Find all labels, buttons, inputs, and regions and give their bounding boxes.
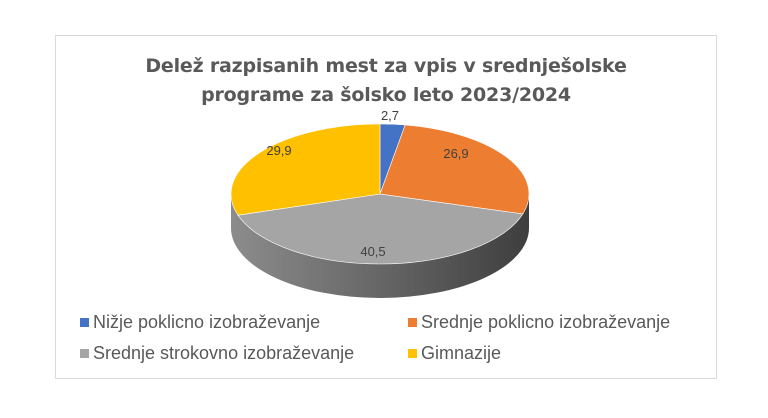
pie-data-labels: 2,7 26,9 40,5 29,9 <box>266 108 468 259</box>
legend-label: Srednje poklicno izobraževanje <box>421 312 671 332</box>
legend-item-gimnazije: Gimnazije <box>408 343 501 364</box>
slice-srednje-strokovno <box>237 193 524 265</box>
chart-title-line-2: programe za šolsko leto 2023/2024 <box>201 84 571 106</box>
legend-label: Srednje strokovno izobraževanje <box>93 343 355 363</box>
chart-title: Delež razpisanih mest za vpis v srednješ… <box>55 52 717 110</box>
pie-slices <box>230 123 530 298</box>
legend-label: Gimnazije <box>421 343 502 363</box>
pie-side-wall <box>231 194 529 298</box>
legend-item-srednje-poklicno: Srednje poklicno izobraževanje <box>408 312 670 333</box>
slice-srednje-poklicno <box>379 124 530 215</box>
legend-swatch-icon <box>408 349 417 358</box>
legend-swatch-icon <box>80 318 89 327</box>
legend-label: Nižje poklicno izobraževanje <box>93 312 321 332</box>
legend-item-nizje-poklicno: Nižje poklicno izobraževanje <box>80 312 320 333</box>
data-label: 26,9 <box>443 146 468 161</box>
data-label: 40,5 <box>360 244 385 259</box>
legend-swatch-icon <box>80 349 89 358</box>
data-label: 29,9 <box>266 143 291 158</box>
chart-title-line-1: Delež razpisanih mest za vpis v srednješ… <box>145 55 627 77</box>
slice-gimnazije <box>230 123 381 216</box>
data-label: 2,7 <box>381 108 399 123</box>
legend-swatch-icon <box>408 318 417 327</box>
legend-item-srednje-strokovno: Srednje strokovno izobraževanje <box>80 343 354 364</box>
